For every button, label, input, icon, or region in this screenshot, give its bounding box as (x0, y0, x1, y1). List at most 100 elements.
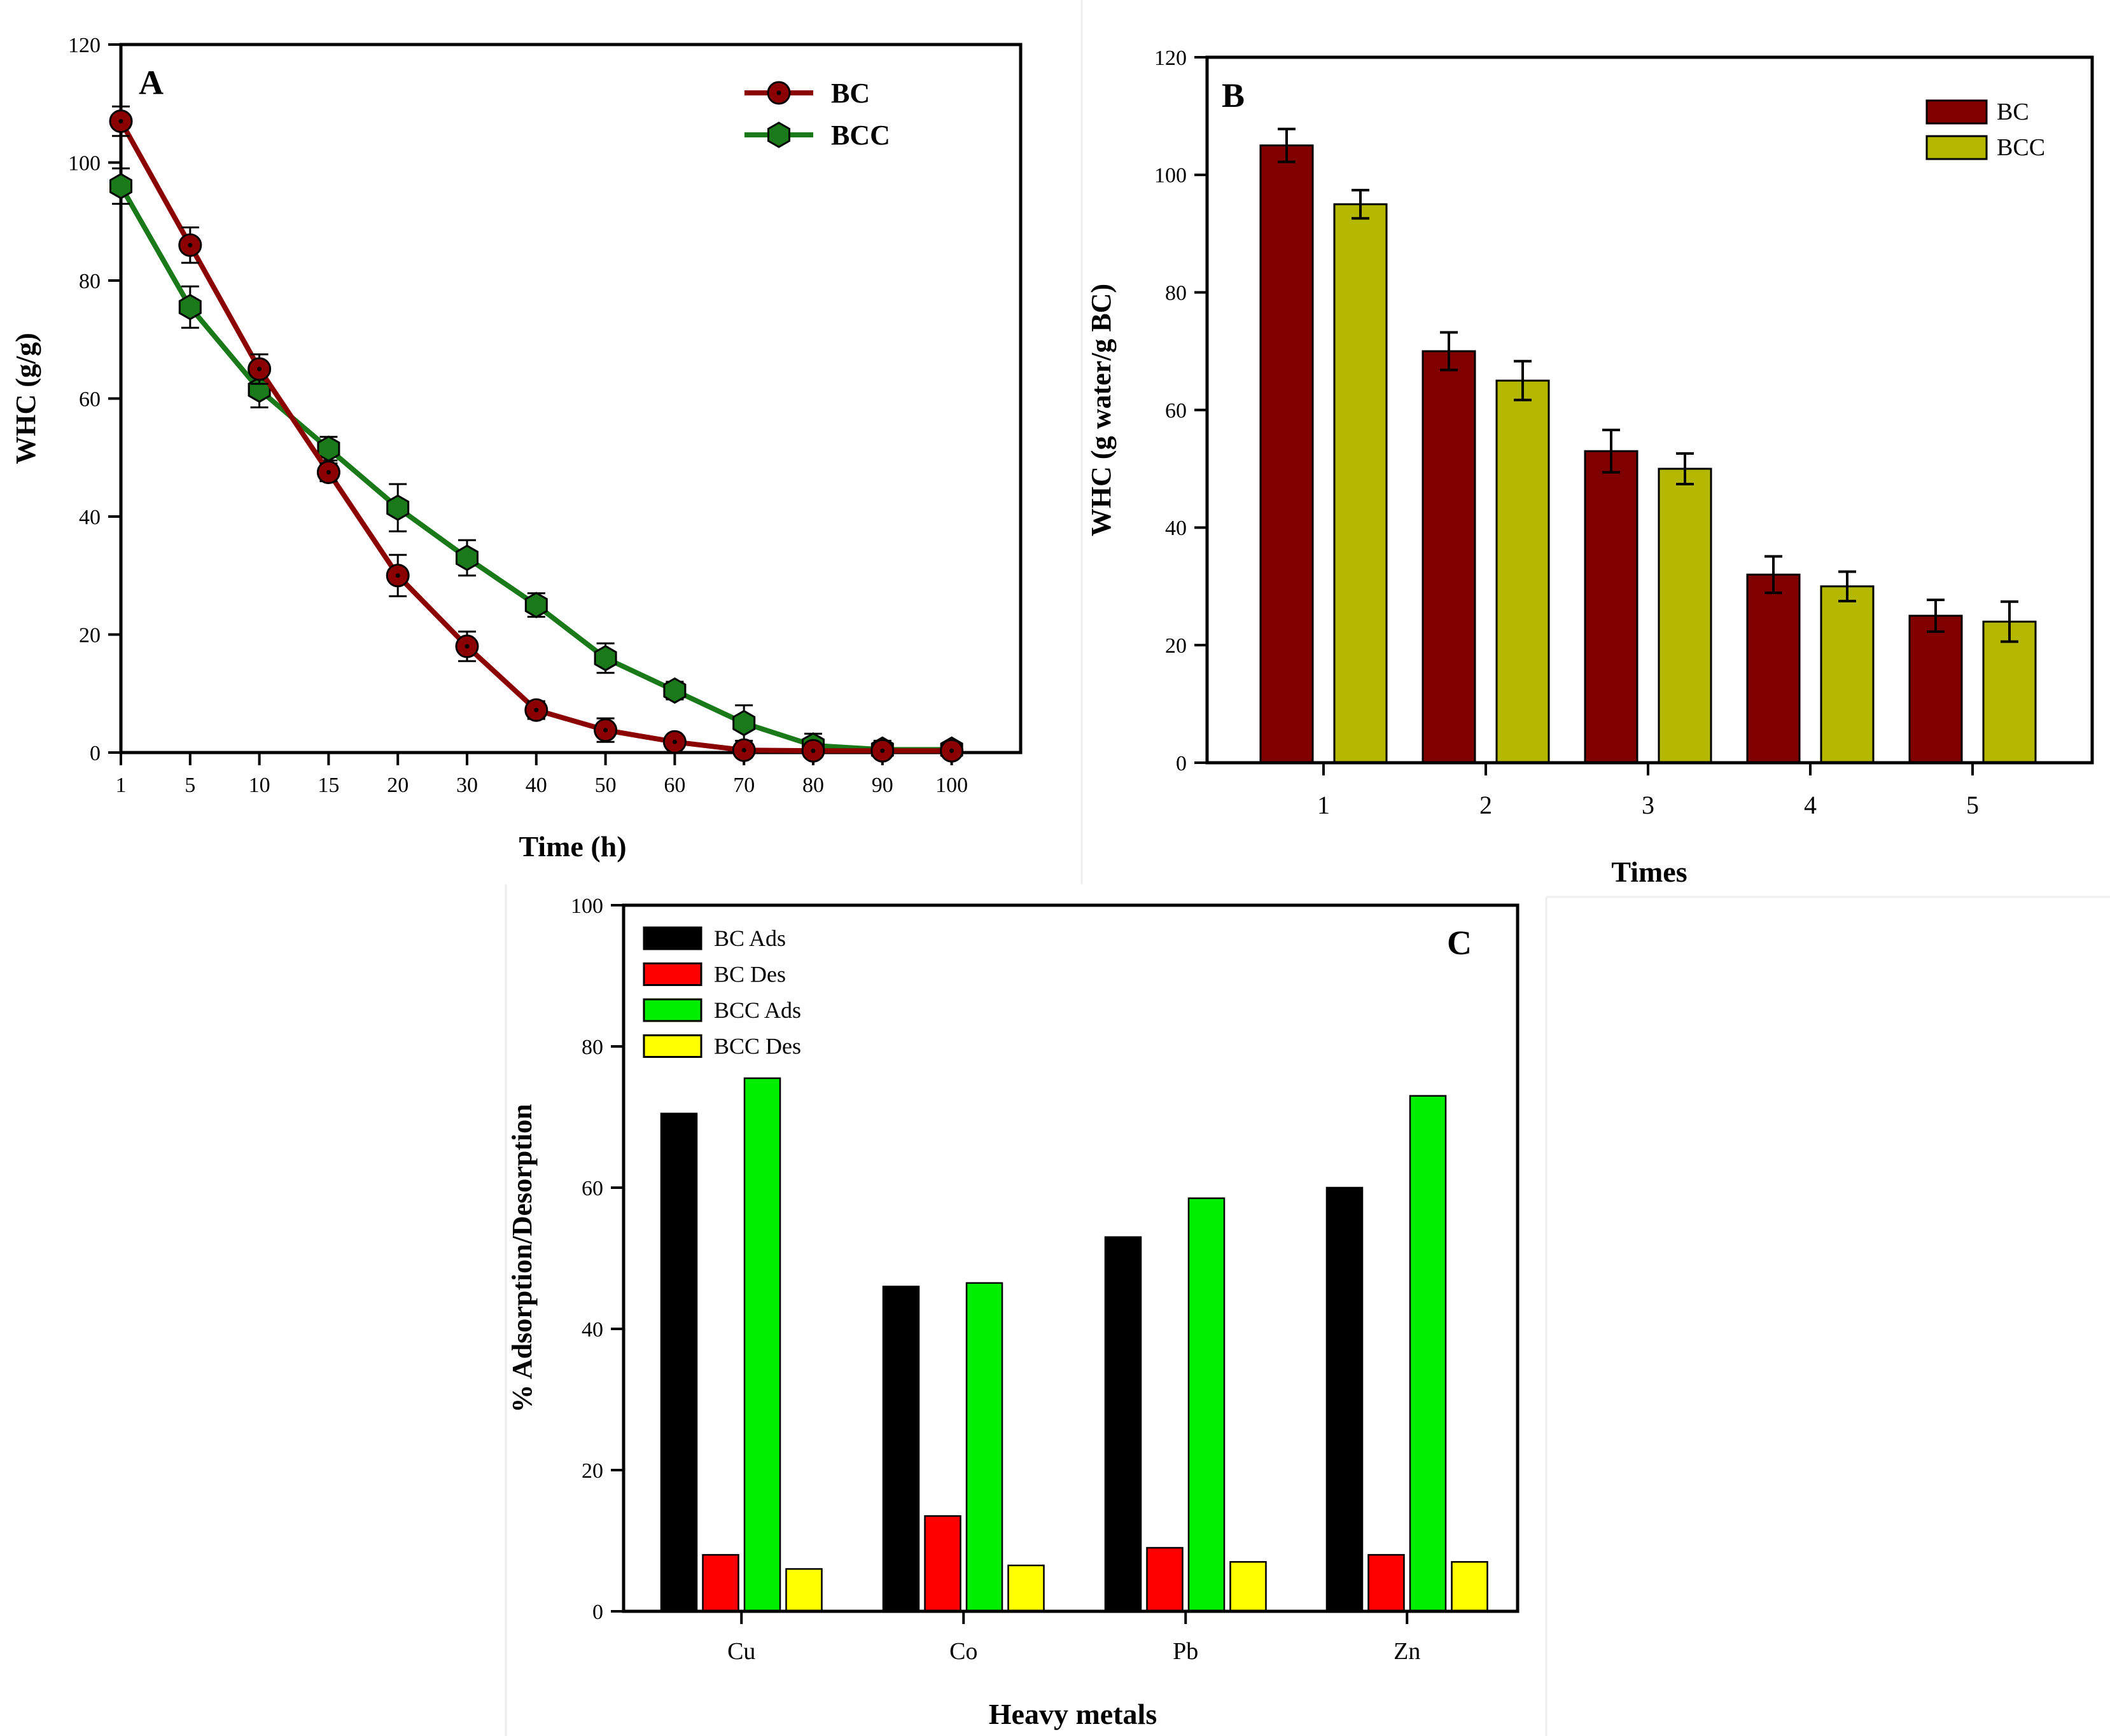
error-bar (1278, 127, 1296, 163)
y-tick-label: 80 (1165, 282, 1187, 305)
legend: BC BCC (1925, 99, 2045, 161)
error-bar (1838, 570, 1856, 602)
x-tick-label: 100 (935, 774, 968, 797)
bar-bc (1259, 144, 1314, 764)
panel-letter: A (139, 64, 164, 102)
x-tick-label: 10 (249, 774, 270, 797)
error-bar (1352, 188, 1369, 220)
panel-b-chart: 0 20 40 60 80 100 120 WHC (g water/g BC) 1 2 3 4 5 Ti… (1086, 46, 2094, 888)
legend-swatch (643, 926, 702, 950)
plot-frame (1205, 55, 2094, 765)
y-tick-label: 120 (1154, 46, 1187, 70)
bar-bcc-des (785, 1568, 823, 1613)
data-point (524, 592, 548, 618)
data-point-center (118, 119, 123, 124)
error-bar (2001, 600, 2018, 643)
y-tick-label: 60 (79, 387, 101, 411)
y-tick-label: 100 (1154, 164, 1187, 188)
legend-swatch (643, 1034, 702, 1058)
x-tick-label: Zn (1394, 1638, 1420, 1665)
x-tick-label: 2 (1479, 791, 1492, 819)
panel-letter: C (1447, 924, 1472, 962)
data-point-center (395, 573, 400, 578)
y-tick-label: 100 (571, 894, 603, 918)
x-tick-label: Cu (727, 1638, 755, 1665)
y-tick-label: 60 (582, 1177, 603, 1200)
error-bar (1676, 452, 1694, 485)
series-bcc (109, 167, 963, 763)
plot-frame (622, 903, 1520, 1613)
bar-bcc (1333, 203, 1388, 764)
bar-bc (1746, 573, 1801, 764)
data-point (594, 644, 617, 672)
legend-marker-center (776, 90, 781, 95)
series-line (118, 120, 952, 754)
data-point (663, 677, 687, 704)
x-tick-label: 5 (1966, 791, 1979, 819)
bar-bcc-des (1007, 1564, 1045, 1613)
data-point-center (741, 747, 746, 753)
bar-bc (1422, 350, 1476, 764)
y-axis-label: % Adsorption/Desorption (507, 1104, 538, 1412)
y-tick-label: 40 (582, 1318, 603, 1342)
legend: BC BCC (744, 78, 890, 151)
y-tick-label: 80 (582, 1036, 603, 1059)
panel-c-chart: 0 20 40 60 80 100 % Adsorption/Desorption Cu Co P… (507, 894, 1520, 1730)
y-tick-label: 0 (90, 742, 101, 765)
error-bar (1764, 555, 1782, 594)
x-tick-label: 30 (456, 774, 478, 797)
legend-swatch (643, 998, 702, 1022)
legend-label: BCC (831, 120, 890, 151)
data-point (109, 172, 132, 200)
x-tick-label: 1 (1317, 791, 1330, 819)
x-tick-label: 40 (526, 774, 547, 797)
data-point-center (880, 748, 885, 753)
x-tick-label: 60 (664, 774, 685, 797)
x-tick-label: 70 (733, 774, 755, 797)
bar-bcc-ads (965, 1282, 1003, 1613)
bar-bcc-des (1229, 1561, 1267, 1613)
x-tick-label: 50 (595, 774, 617, 797)
bar-bc-ads (1325, 1186, 1364, 1613)
bar-bc-des (924, 1515, 961, 1613)
y-tick-label: 20 (582, 1459, 603, 1483)
bar-bcc (1495, 379, 1550, 764)
x-tick-label: Pb (1173, 1638, 1198, 1665)
x-tick-label: 5 (185, 774, 195, 797)
legend-label: BCC Ads (714, 997, 801, 1023)
x-tick-label: 1 (116, 774, 127, 797)
x-tick-label: 20 (387, 774, 409, 797)
legend-swatch (1925, 135, 1988, 160)
series-line (118, 184, 952, 753)
legend-label: BC (831, 78, 870, 109)
error-bar (1927, 599, 1945, 633)
x-tick-label: 80 (802, 774, 824, 797)
y-tick-label: 60 (1165, 399, 1187, 422)
bar-bc-des (1146, 1546, 1184, 1613)
legend-swatch (1925, 99, 1988, 125)
y-tick-label: 80 (79, 270, 101, 293)
bar-bc (1584, 450, 1638, 764)
y-tick-label: 20 (79, 623, 101, 647)
bar-bc (1908, 615, 1963, 764)
bar-bcc-ads (743, 1077, 781, 1613)
data-point-center (811, 748, 816, 753)
x-tick-label: 3 (1642, 791, 1654, 819)
legend: BC Ads BC Des BCC Ads BCC Des (643, 926, 801, 1059)
y-tick-label: 0 (1176, 752, 1187, 775)
data-point-center (534, 707, 539, 712)
x-axis-label: Heavy metals (989, 1698, 1157, 1730)
data-point-center (188, 242, 193, 247)
bar-bc-ads (660, 1113, 698, 1613)
bar-bcc (1820, 585, 1875, 764)
data-point-center (465, 644, 470, 649)
data-point (732, 709, 756, 737)
x-axis-label: Time (h) (519, 830, 626, 863)
bar-bcc-des (1451, 1561, 1488, 1613)
bar-bc-ads (1104, 1236, 1142, 1613)
y-tick-label: 40 (1165, 517, 1187, 540)
data-point (386, 494, 410, 521)
y-tick-label: 20 (1165, 634, 1187, 658)
x-tick-label: 4 (1804, 791, 1817, 819)
